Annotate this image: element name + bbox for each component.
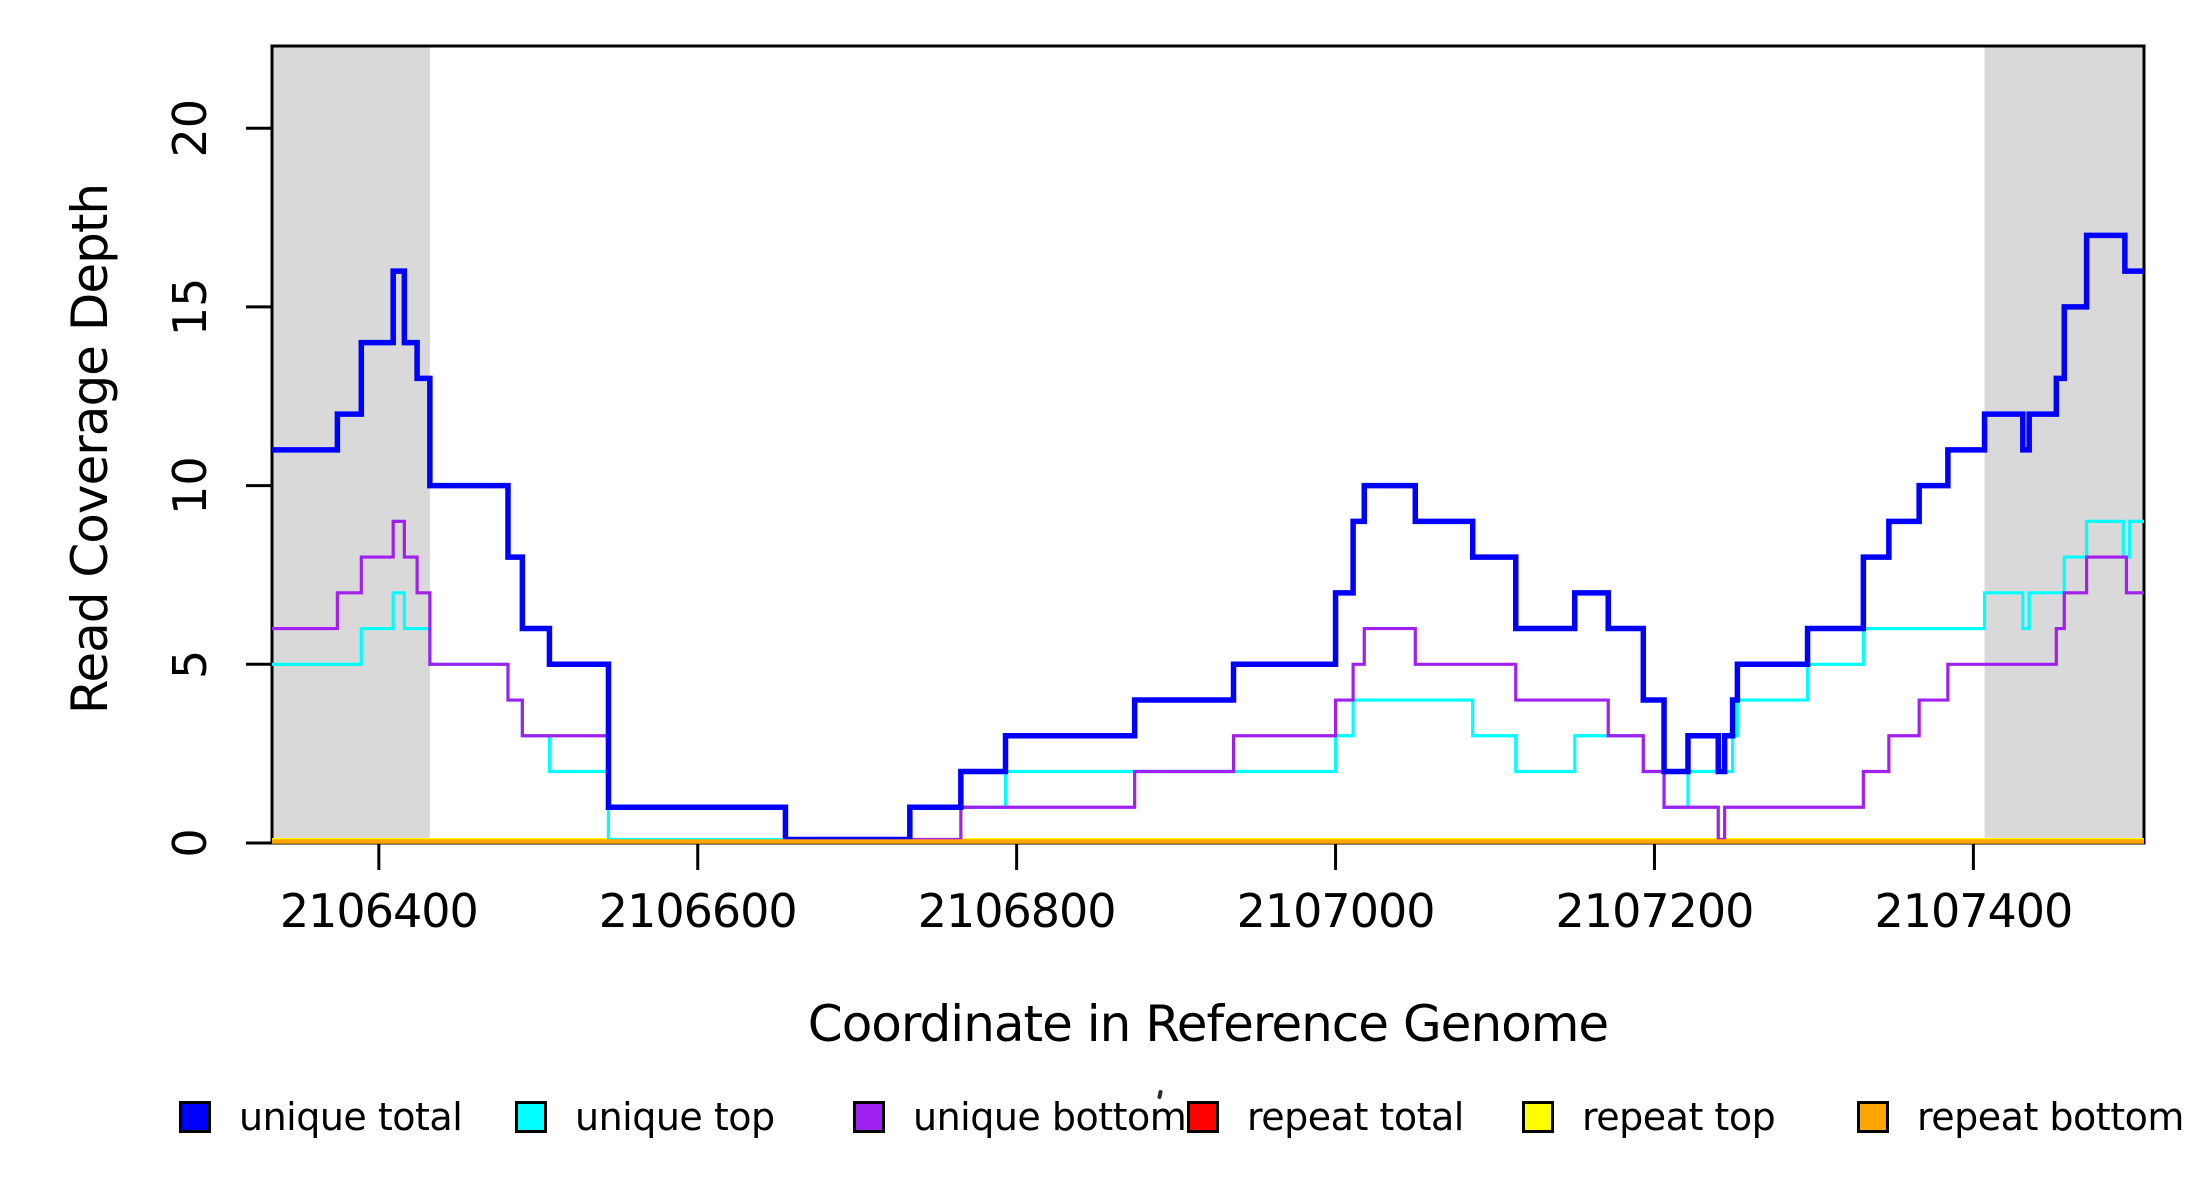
y-axis-title: Read Coverage Depth [61, 183, 119, 715]
y-axis-tick-label: 10 [163, 456, 217, 515]
legend-item-repeat-bottom: repeat bottom [1857, 1095, 2184, 1139]
legend-item-unique-bottom: unique bottom [853, 1095, 1187, 1139]
legend-label: unique top [575, 1095, 775, 1139]
y-axis-tick-label: 0 [163, 828, 217, 857]
shaded-region-left [272, 46, 430, 843]
y-axis-tick-label: 20 [163, 99, 217, 158]
x-axis-tick-label: 2106800 [918, 884, 1116, 938]
x-axis-tick-label: 2106400 [280, 884, 478, 938]
legend-item-repeat-total: repeat total [1187, 1095, 1464, 1139]
y-axis-tick-label: 15 [163, 278, 217, 337]
series-unique-total [272, 232, 2144, 843]
legend-item-unique-top: unique top [515, 1095, 775, 1139]
x-axis-tick-label: 2107400 [1874, 884, 2072, 938]
legend-swatch-repeat-top [1522, 1101, 1554, 1133]
plot-box [270, 44, 2146, 845]
series-unique-bottom [272, 519, 2144, 842]
x-axis-title: Coordinate in Reference Genome [807, 995, 1609, 1053]
legend-swatch-repeat-total [1187, 1101, 1219, 1133]
legend-item-repeat-top: repeat top [1522, 1095, 1776, 1139]
legend-label: repeat top [1582, 1095, 1776, 1139]
x-axis-tick-label: 2106600 [599, 884, 797, 938]
legend-label: unique bottom [913, 1095, 1187, 1139]
legend-label: repeat total [1247, 1095, 1464, 1139]
legend-swatch-unique-bottom [853, 1101, 885, 1133]
legend-label: unique total [239, 1095, 463, 1139]
shaded-region-right [1984, 46, 2144, 843]
legend-swatch-unique-total [179, 1101, 211, 1133]
y-axis-tick-label: 5 [163, 650, 217, 679]
legend-label: repeat bottom [1917, 1095, 2184, 1139]
x-axis-tick-label: 2107200 [1556, 884, 1754, 938]
legend-swatch-unique-top [515, 1101, 547, 1133]
legend-item-unique-total: unique total [179, 1095, 463, 1139]
legend-swatch-repeat-bottom [1857, 1101, 1889, 1133]
x-axis-tick-label: 2107000 [1237, 884, 1435, 938]
